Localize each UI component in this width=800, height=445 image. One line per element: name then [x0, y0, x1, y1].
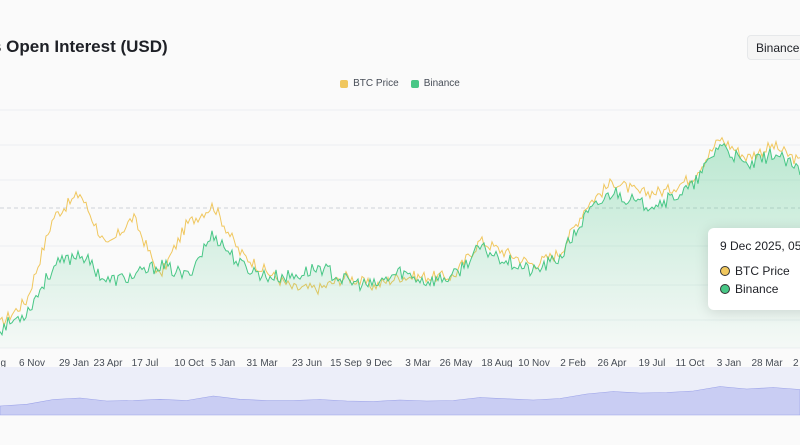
legend-label-binance: Binance	[423, 78, 460, 89]
x-axis: g 6 Nov 29 Jan 23 Apr 17 Jul 10 Oct 5 Jan 31 Ma…	[0, 358, 799, 369]
x-tick-label: 15 Sep	[330, 358, 362, 369]
series-line-binance	[0, 142, 800, 337]
x-tick-label: 10 Oct	[174, 358, 204, 369]
chart-legend: BTC Price Binance	[0, 78, 800, 89]
x-tick-label: 31 Mar	[246, 358, 278, 369]
x-tick-label: 2 Feb	[560, 358, 586, 369]
x-tick-label: 18 Aug	[481, 358, 512, 369]
chart-tooltip: 9 Dec 2025, 05: BTC Price Binance	[708, 228, 800, 310]
x-tick-label: 2	[793, 358, 799, 369]
series-area-binance	[0, 143, 800, 348]
x-tick-label: 17 Jul	[132, 358, 159, 369]
x-tick-label: 23 Jun	[292, 358, 322, 369]
tooltip-label-btc-price: BTC Price	[735, 264, 790, 278]
tooltip-row-btc-price: BTC Price	[720, 262, 800, 280]
x-tick-label: 26 May	[440, 358, 473, 369]
legend-label-btc-price: BTC Price	[353, 78, 399, 89]
legend-item-btc-price[interactable]: BTC Price	[340, 78, 399, 89]
series-layer	[0, 136, 800, 348]
x-tick-label: 6 Nov	[19, 358, 45, 369]
x-tick-label: 23 Apr	[94, 358, 124, 369]
chart-title: s Open Interest (USD)	[0, 37, 168, 56]
tooltip-date: 9 Dec 2025, 05:	[720, 239, 800, 253]
legend-swatch-binance	[410, 79, 419, 88]
legend-item-binance[interactable]: Binance	[410, 78, 460, 89]
x-tick-label: 26 Apr	[598, 358, 628, 369]
x-tick-label: 11 Oct	[676, 358, 705, 369]
tooltip-dot-btc-price	[720, 266, 730, 276]
exchange-select-button[interactable]: Binance	[747, 35, 800, 60]
x-tick-label: 3 Jan	[717, 358, 741, 369]
x-tick-label: 29 Jan	[59, 358, 89, 369]
x-tick-label: 28 Mar	[751, 358, 783, 369]
legend-swatch-btc-price	[340, 79, 349, 88]
tooltip-row-binance: Binance	[720, 280, 800, 298]
navigator-area	[0, 386, 800, 416]
x-tick-label: 19 Jul	[639, 358, 666, 369]
x-tick-label: 3 Mar	[405, 358, 431, 369]
tooltip-dot-binance	[720, 284, 730, 294]
x-tick-label: 10 Nov	[518, 358, 550, 369]
x-tick-label: g	[0, 358, 6, 369]
x-tick-label: 5 Jan	[211, 358, 235, 369]
x-tick-label: 9 Dec	[366, 358, 392, 369]
tooltip-label-binance: Binance	[735, 282, 779, 296]
